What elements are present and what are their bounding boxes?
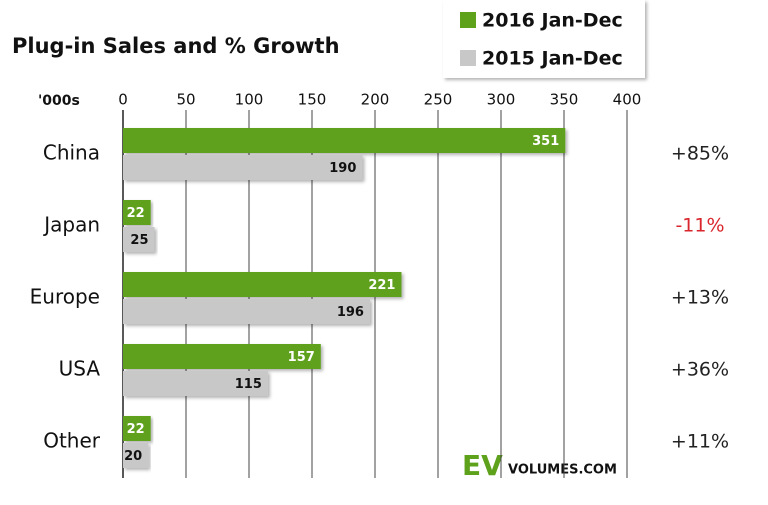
data-label: 196 (337, 305, 364, 320)
bar (123, 416, 151, 441)
category-label: China (43, 141, 100, 165)
x-tick-label: 0 (118, 91, 128, 109)
chart-title: Plug-in Sales and % Growth (12, 34, 340, 58)
growth-label: -11% (675, 215, 724, 237)
data-label: 22 (127, 206, 145, 221)
data-label: 22 (127, 422, 145, 437)
legend-label: 2016 Jan-Dec (482, 10, 623, 32)
category-label: Other (43, 429, 101, 453)
data-label: 157 (288, 350, 315, 365)
bar (123, 272, 402, 297)
growth-label: +36% (671, 359, 729, 381)
x-tick-label: 150 (298, 91, 327, 109)
bar (123, 227, 155, 252)
growth-label: +85% (671, 143, 729, 165)
x-tick-label: 300 (487, 91, 516, 109)
x-tick-label: 250 (424, 91, 453, 109)
bar (123, 200, 151, 225)
category-label: Europe (30, 285, 100, 309)
logo-sub: VOLUMES.COM (508, 463, 617, 478)
data-label: 115 (235, 377, 262, 392)
x-tick-label: 200 (361, 91, 390, 109)
legend-box (443, 0, 645, 78)
data-label: 25 (130, 233, 148, 248)
x-tick-label: 100 (235, 91, 264, 109)
logo-main: EV (462, 449, 503, 482)
bar (123, 443, 149, 468)
data-label: 351 (532, 134, 559, 149)
category-label: USA (59, 357, 101, 381)
growth-label: +13% (671, 287, 729, 309)
growth-label: +11% (671, 431, 729, 453)
data-label: 190 (329, 161, 356, 176)
category-label: Japan (42, 213, 100, 237)
x-tick-label: 400 (613, 91, 642, 109)
bar (123, 128, 566, 153)
bar (123, 155, 363, 180)
legend-label: 2015 Jan-Dec (482, 48, 623, 70)
legend-swatch (460, 12, 476, 28)
bar (123, 344, 321, 369)
x-tick-label: 50 (176, 91, 195, 109)
data-label: 221 (368, 278, 395, 293)
data-label: 20 (124, 449, 142, 464)
bar (123, 371, 268, 396)
bar (123, 299, 370, 324)
unit-label: '000s (38, 93, 80, 109)
x-tick-label: 350 (550, 91, 579, 109)
legend-swatch (460, 50, 476, 66)
